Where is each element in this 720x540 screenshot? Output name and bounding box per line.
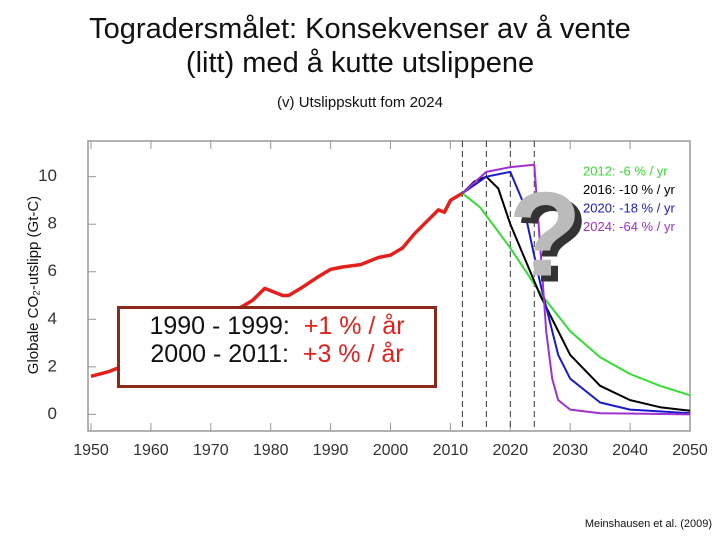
annotation-rate: +1 % / år bbox=[303, 312, 405, 340]
legend-label: 2012: -6 % / yr bbox=[583, 163, 668, 178]
source: Meinshausen et al. (2009) bbox=[585, 518, 712, 530]
legend-label: 2024: -64 % / yr bbox=[583, 219, 675, 234]
chart-subtitle: (v) Utslippskutt fom 2024 bbox=[277, 94, 443, 111]
x-tick-label: 2040 bbox=[612, 442, 648, 459]
y-tick-label: 6 bbox=[48, 261, 57, 280]
x-tick-label: 1970 bbox=[193, 442, 229, 459]
series-line bbox=[461, 163, 691, 416]
y-tick-label: 10 bbox=[38, 166, 57, 185]
legend-label: 2020: -18 % / yr bbox=[583, 200, 675, 215]
annotation-text: 1990 - 1999: +1 % / år 2000 - 2011: +3 % … bbox=[120, 312, 434, 368]
series-line bbox=[461, 192, 691, 397]
x-tick-label: 2030 bbox=[552, 442, 588, 459]
annotation-line: 2000 - 2011: +3 % / år bbox=[120, 340, 434, 368]
annotation-period: 1990 - 1999: bbox=[149, 312, 290, 340]
series-line bbox=[461, 170, 691, 415]
x-tick-label: 1950 bbox=[73, 442, 109, 459]
question-mark: ? bbox=[508, 168, 581, 302]
x-tick-label: 2050 bbox=[672, 442, 708, 459]
x-tick-label: 1990 bbox=[313, 442, 349, 459]
annotation-box bbox=[117, 306, 437, 388]
annotation-rate: +3 % / år bbox=[302, 340, 404, 368]
question-mark-shadow: ? bbox=[515, 174, 588, 308]
annotation-line: 1990 - 1999: +1 % / år bbox=[120, 312, 434, 340]
x-tick-label: 2000 bbox=[373, 442, 409, 459]
plot-frame bbox=[87, 140, 691, 432]
title: Togradersmålet: Konsekvenser av å vente … bbox=[89, 13, 631, 79]
y-tick-label: 8 bbox=[48, 214, 57, 233]
y-tick-label: 4 bbox=[48, 309, 57, 328]
x-tick-label: 2010 bbox=[433, 442, 469, 459]
y-tick-label: 2 bbox=[48, 356, 57, 375]
y-axis-label: Globale CO₂-utslipp (Gt-C) bbox=[25, 196, 42, 374]
annotation-period: 2000 - 2011: bbox=[150, 340, 289, 368]
x-tick-label: 1960 bbox=[133, 442, 169, 459]
legend-label: 2016: -10 % / yr bbox=[583, 182, 675, 197]
x-tick-label: 1980 bbox=[253, 442, 289, 459]
x-tick-label: 2020 bbox=[493, 442, 529, 459]
y-tick-label: 0 bbox=[48, 404, 57, 423]
